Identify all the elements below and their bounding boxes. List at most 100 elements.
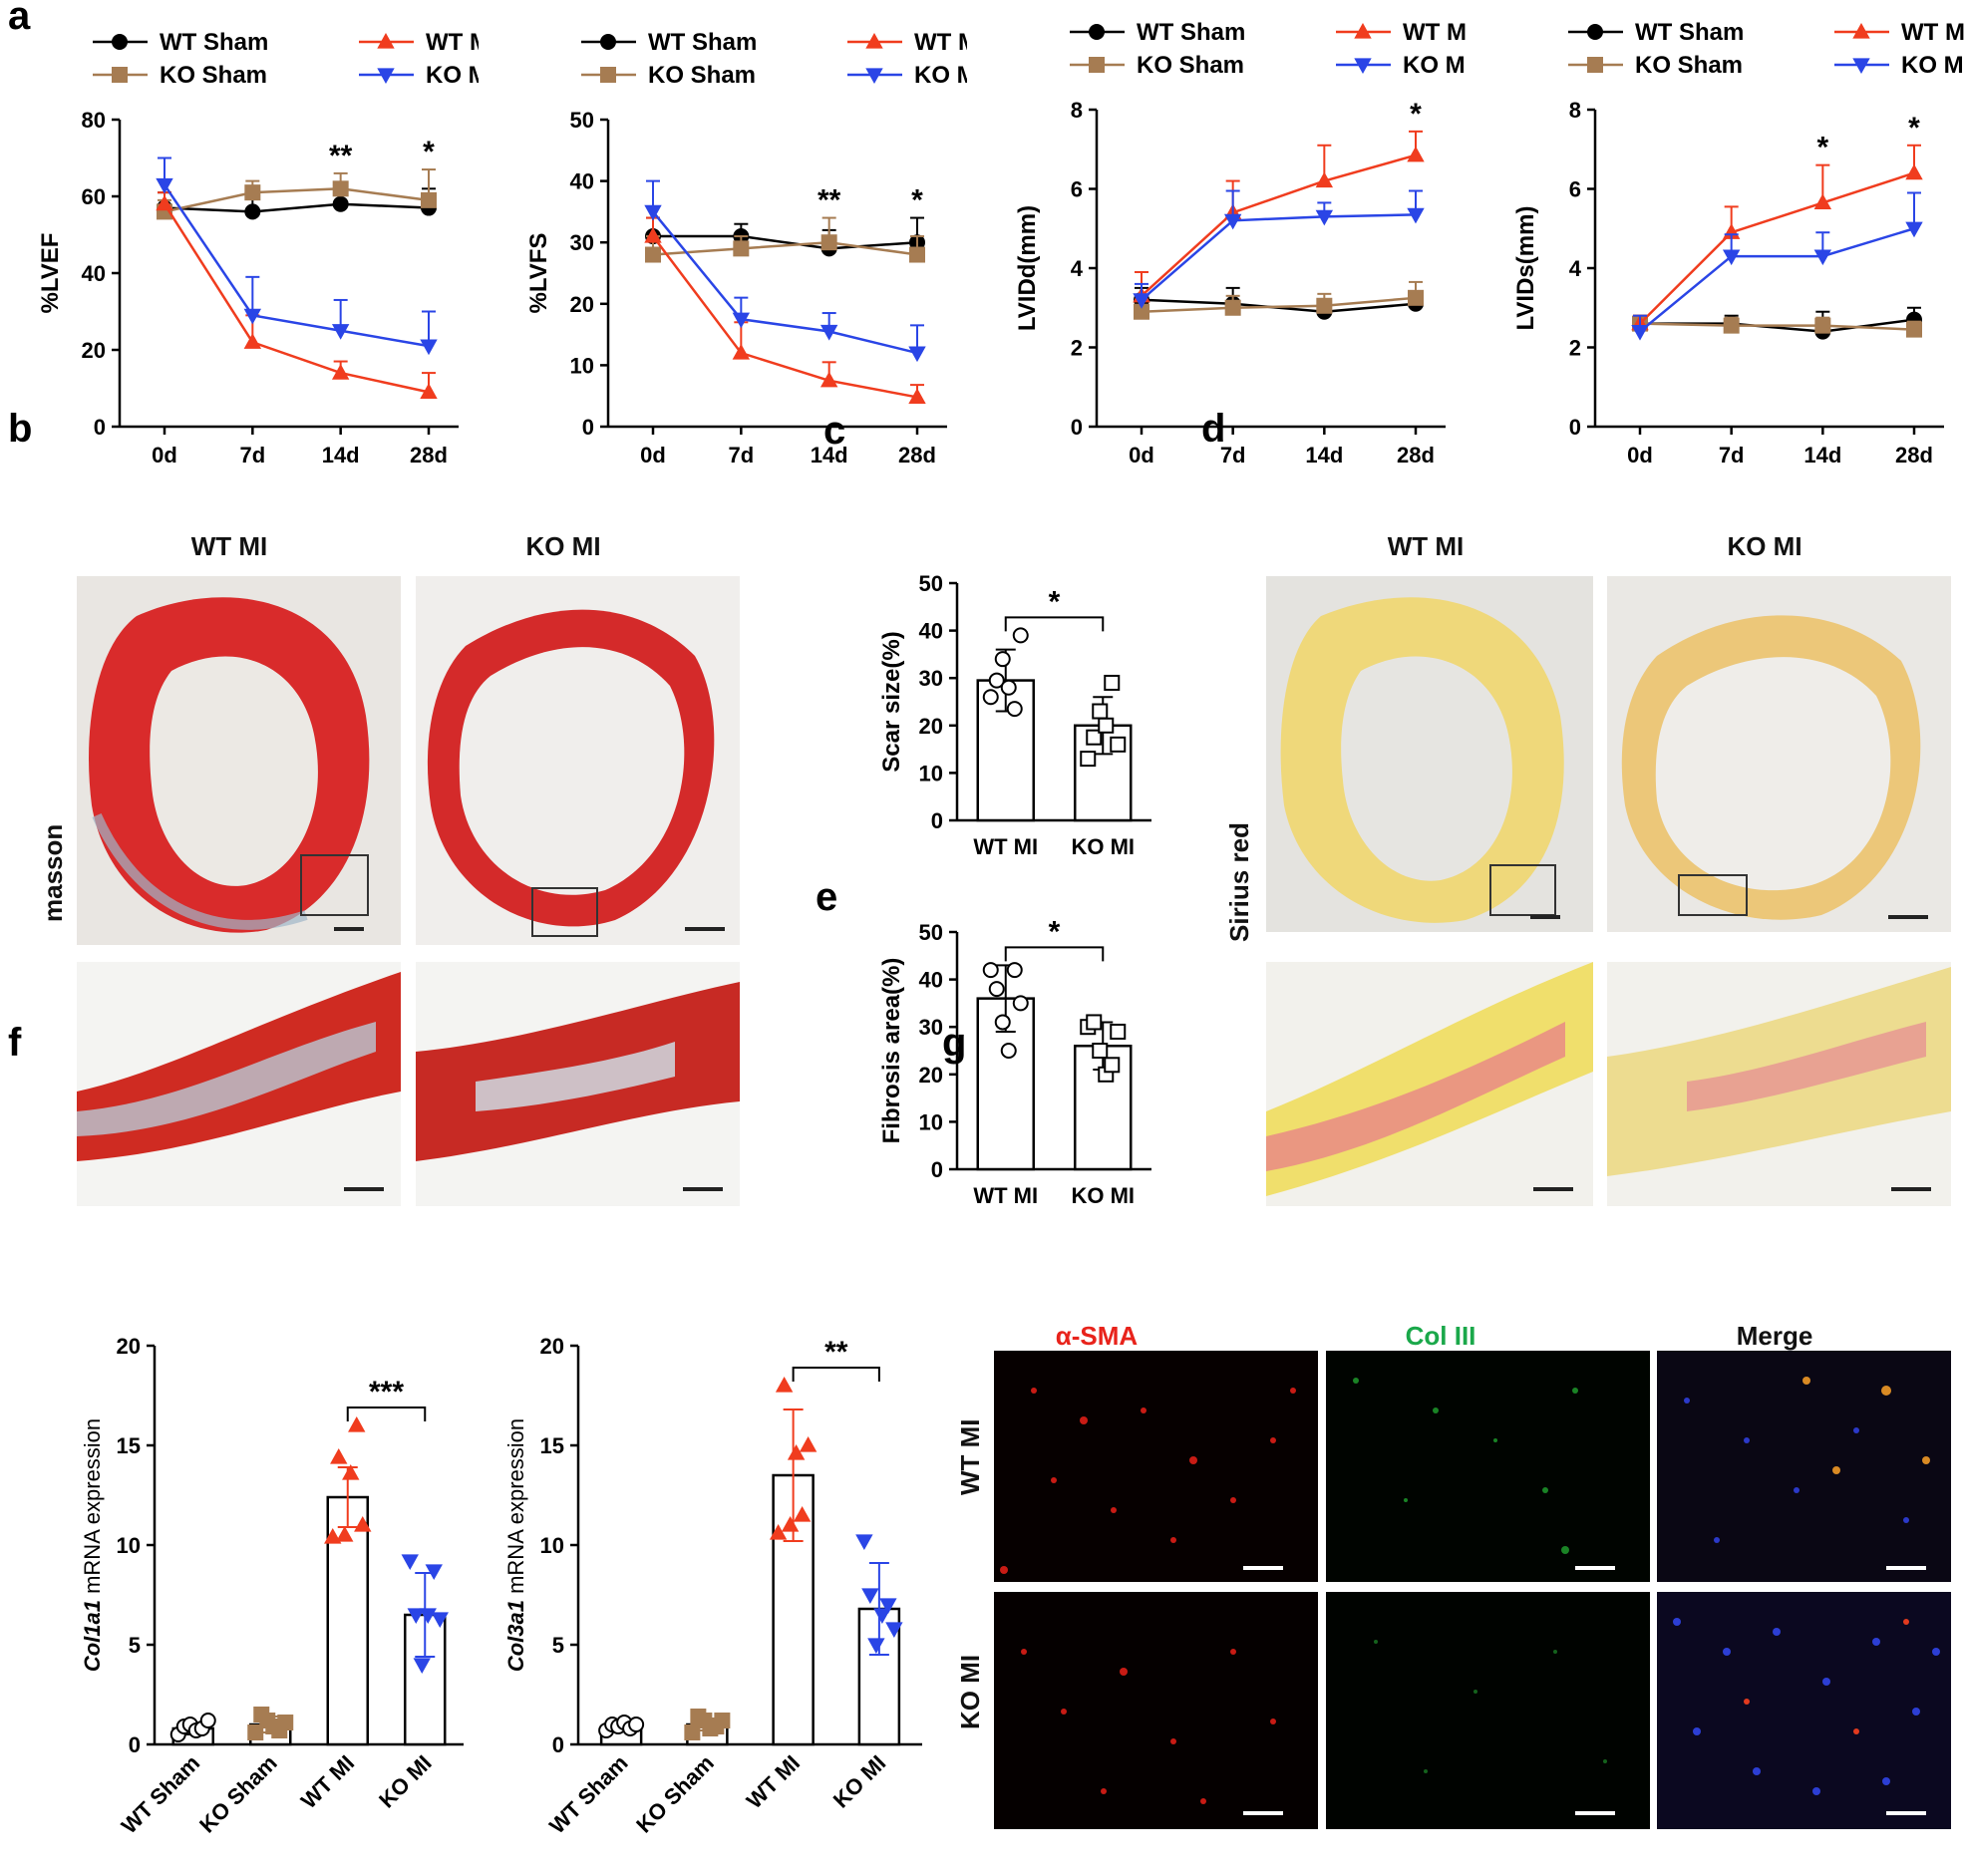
data-point xyxy=(332,195,349,212)
sirius-red-wt-mi-zoom-image xyxy=(1266,962,1593,1206)
legend-marker xyxy=(600,67,616,83)
legend-marker xyxy=(377,32,395,49)
legend-label: KO Sham xyxy=(160,62,267,89)
x-tick-label: WT Sham xyxy=(544,1750,633,1839)
series-line xyxy=(1141,154,1417,297)
y-tick-label: 50 xyxy=(919,920,943,945)
if-wt-mi-col-iii-image xyxy=(1326,1351,1650,1582)
y-tick-label: 0 xyxy=(1071,415,1083,440)
data-point xyxy=(1223,213,1242,230)
scale-bar xyxy=(334,927,364,931)
y-tick-label: 20 xyxy=(570,292,594,317)
data-point xyxy=(1006,701,1023,718)
series-line xyxy=(1141,213,1417,301)
y-tick-label: 2 xyxy=(1071,336,1083,361)
x-tick-label: KO MI xyxy=(374,1750,437,1813)
lvids-line-chart: WT Sham WT MI KO Sham KO MI 0 2 4 6 8 0d 7d 14d 28d L… xyxy=(1512,19,1964,468)
data-point xyxy=(908,388,926,405)
data-point xyxy=(645,246,661,263)
legend-marker xyxy=(1089,24,1105,40)
panel-g-row-ko-mi: KO MI xyxy=(955,1654,985,1729)
legend-label: WT Sham xyxy=(160,29,268,56)
legend-marker xyxy=(112,34,128,50)
y-tick-label: 10 xyxy=(117,1533,141,1558)
data-point xyxy=(732,312,751,329)
y-tick-label: 8 xyxy=(1569,98,1581,123)
y-tick-label: 50 xyxy=(919,571,943,596)
data-point xyxy=(819,371,838,388)
scale-bar xyxy=(344,1187,384,1191)
panel-d-row-label: Sirius red xyxy=(1224,822,1254,942)
data-point xyxy=(644,226,662,243)
panel-g-col-alpha-sma: α-SMA xyxy=(1055,1321,1139,1351)
y-tick-label: 20 xyxy=(540,1334,564,1359)
y-tick-label: 40 xyxy=(570,169,594,194)
x-tick-label: KO MI xyxy=(828,1750,891,1813)
if-ko-mi-merge-image xyxy=(1657,1592,1951,1829)
data-point xyxy=(1813,249,1832,266)
data-point xyxy=(354,1515,372,1532)
data-point xyxy=(342,1463,360,1480)
data-point xyxy=(793,1505,812,1522)
data-point xyxy=(775,1376,794,1393)
panel-b-col-wt-mi: WT MI xyxy=(190,531,268,561)
data-point xyxy=(1098,717,1115,734)
data-point xyxy=(885,1622,903,1639)
data-point xyxy=(1086,729,1103,746)
if-ko-mi-alpha-sma-image xyxy=(994,1592,1318,1829)
panel-g-row-wt-mi: WT MI xyxy=(955,1418,985,1495)
significance-mark: * xyxy=(911,184,923,217)
x-tick-label: 0d xyxy=(152,443,177,468)
data-point xyxy=(1012,627,1029,644)
x-tick-label: 14d xyxy=(322,443,360,468)
y-tick-label: 2 xyxy=(1569,336,1581,361)
masson-ko-mi-zoom-image xyxy=(416,962,740,1206)
legend-label: WT MI xyxy=(426,29,479,56)
data-point xyxy=(331,364,350,380)
y-tick-label: 8 xyxy=(1071,98,1083,123)
scale-bar xyxy=(685,927,725,931)
y-tick-label: 20 xyxy=(919,1063,943,1088)
data-point xyxy=(1224,299,1241,316)
x-tick-label: 0d xyxy=(640,443,666,468)
y-axis-label: Scar size(%) xyxy=(878,631,905,772)
y-tick-label: 5 xyxy=(552,1633,564,1658)
significance-mark: * xyxy=(1908,112,1920,145)
data-point xyxy=(421,191,437,208)
data-point xyxy=(1407,146,1425,162)
y-axis-label: %LVFS xyxy=(525,233,552,314)
scale-bar xyxy=(1888,915,1928,919)
lvidd-line-chart: WT Sham WT MI KO Sham KO MI 0 2 4 6 8 0d 7d 14d 28d L… xyxy=(1014,19,1466,468)
x-tick-label: 28d xyxy=(898,443,936,468)
y-tick-label: 0 xyxy=(582,415,594,440)
data-point xyxy=(733,240,750,257)
legend-marker xyxy=(865,68,883,85)
data-point xyxy=(908,346,926,363)
y-tick-label: 40 xyxy=(82,261,106,286)
data-point xyxy=(1000,679,1017,696)
legend-marker xyxy=(112,67,128,83)
data-point xyxy=(243,308,262,325)
y-axis-label: Col3a1 mRNA expression xyxy=(503,1418,528,1672)
data-point xyxy=(336,1525,354,1542)
legend-marker xyxy=(1587,24,1603,40)
y-tick-label: 15 xyxy=(540,1433,564,1458)
y-tick-label: 80 xyxy=(82,108,106,133)
panel-b-col-ko-mi: KO MI xyxy=(525,531,601,561)
data-point xyxy=(407,1608,425,1625)
if-wt-mi-alpha-sma-image xyxy=(994,1351,1318,1582)
x-tick-label: 7d xyxy=(239,443,265,468)
data-point xyxy=(1316,297,1333,314)
legend-marker xyxy=(1587,57,1603,73)
y-tick-label: 10 xyxy=(919,1109,943,1134)
significance-mark: * xyxy=(1049,915,1061,948)
y-tick-label: 20 xyxy=(82,338,106,363)
data-point xyxy=(1813,193,1832,210)
series-line xyxy=(1639,171,1915,325)
data-point xyxy=(1905,163,1923,180)
y-tick-label: 40 xyxy=(919,619,943,644)
y-tick-label: 40 xyxy=(919,968,943,993)
legend-label: KO Sham xyxy=(1635,52,1743,79)
panel-label-f: f xyxy=(8,1021,22,1065)
x-tick-label: 7d xyxy=(1719,443,1745,468)
